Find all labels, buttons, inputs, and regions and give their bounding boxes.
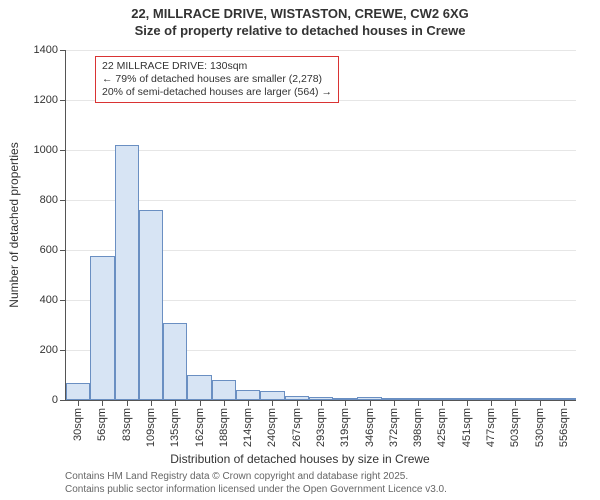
histogram-bar [236,390,260,400]
y-tick-label: 400 [40,294,58,306]
histogram-bar [163,323,187,401]
x-tick-label: 477sqm [485,408,497,447]
x-axis-title: Distribution of detached houses by size … [0,452,600,466]
x-tick [564,400,565,406]
y-tick-label: 800 [40,194,58,206]
x-tick-label: 214sqm [242,408,254,447]
x-tick-label: 135sqm [169,408,181,447]
x-tick-label: 240sqm [266,408,278,447]
y-axis-title: Number of detached properties [7,142,21,307]
x-tick [321,400,322,406]
gridline [66,150,576,151]
x-tick [394,400,395,406]
x-tick-label: 398sqm [412,408,424,447]
x-tick-label: 425sqm [436,408,448,447]
x-tick [515,400,516,406]
x-tick-label: 83sqm [121,408,133,441]
x-tick [540,400,541,406]
x-tick-label: 293sqm [315,408,327,447]
histogram-bar [260,391,284,400]
x-tick-label: 451sqm [461,408,473,447]
x-tick [491,400,492,406]
annotation-line1: 22 MILLRACE DRIVE: 130sqm [102,60,332,73]
x-tick-label: 319sqm [339,408,351,447]
annotation-line3: 20% of semi-detached houses are larger (… [102,86,332,99]
x-tick-label: 162sqm [194,408,206,447]
x-tick-label: 30sqm [72,408,84,441]
x-tick [467,400,468,406]
y-tick-label: 1200 [34,94,58,106]
x-tick [200,400,201,406]
x-tick [370,400,371,406]
y-tick-label: 1400 [34,44,58,56]
x-tick-label: 267sqm [291,408,303,447]
x-tick-label: 530sqm [534,408,546,447]
chart-container: 22, MILLRACE DRIVE, WISTASTON, CREWE, CW… [0,0,600,500]
y-tick-label: 1000 [34,144,58,156]
annotation-box: 22 MILLRACE DRIVE: 130sqm ← 79% of detac… [95,56,339,103]
y-tick-label: 600 [40,244,58,256]
annotation-line2: ← 79% of detached houses are smaller (2,… [102,73,332,86]
histogram-bar [139,210,163,400]
histogram-bar [90,256,114,400]
histogram-bar [66,383,90,401]
x-tick-label: 503sqm [509,408,521,447]
y-tick-label: 200 [40,344,58,356]
x-tick-label: 346sqm [364,408,376,447]
x-tick [345,400,346,406]
footer-line1: Contains HM Land Registry data © Crown c… [65,471,447,484]
x-tick [102,400,103,406]
x-tick-label: 556sqm [558,408,570,447]
x-tick-label: 56sqm [96,408,108,441]
x-tick-label: 188sqm [218,408,230,447]
x-tick [272,400,273,406]
histogram-bar [212,380,236,400]
x-tick [248,400,249,406]
title-line1: 22, MILLRACE DRIVE, WISTASTON, CREWE, CW… [131,6,469,21]
y-tick-label: 0 [52,394,58,406]
x-tick [78,400,79,406]
x-tick [151,400,152,406]
title-line2: Size of property relative to detached ho… [135,23,466,38]
footer: Contains HM Land Registry data © Crown c… [65,471,447,496]
y-tick [60,400,66,401]
gridline [66,50,576,51]
x-tick-label: 372sqm [388,408,400,447]
x-tick [224,400,225,406]
x-tick [297,400,298,406]
histogram-bar [115,145,139,400]
gridline [66,200,576,201]
x-tick [175,400,176,406]
chart-title: 22, MILLRACE DRIVE, WISTASTON, CREWE, CW… [0,0,600,40]
footer-line2: Contains public sector information licen… [65,484,447,497]
x-tick [442,400,443,406]
histogram-bar [187,375,211,400]
x-tick [418,400,419,406]
x-tick-label: 109sqm [145,408,157,447]
x-tick [127,400,128,406]
